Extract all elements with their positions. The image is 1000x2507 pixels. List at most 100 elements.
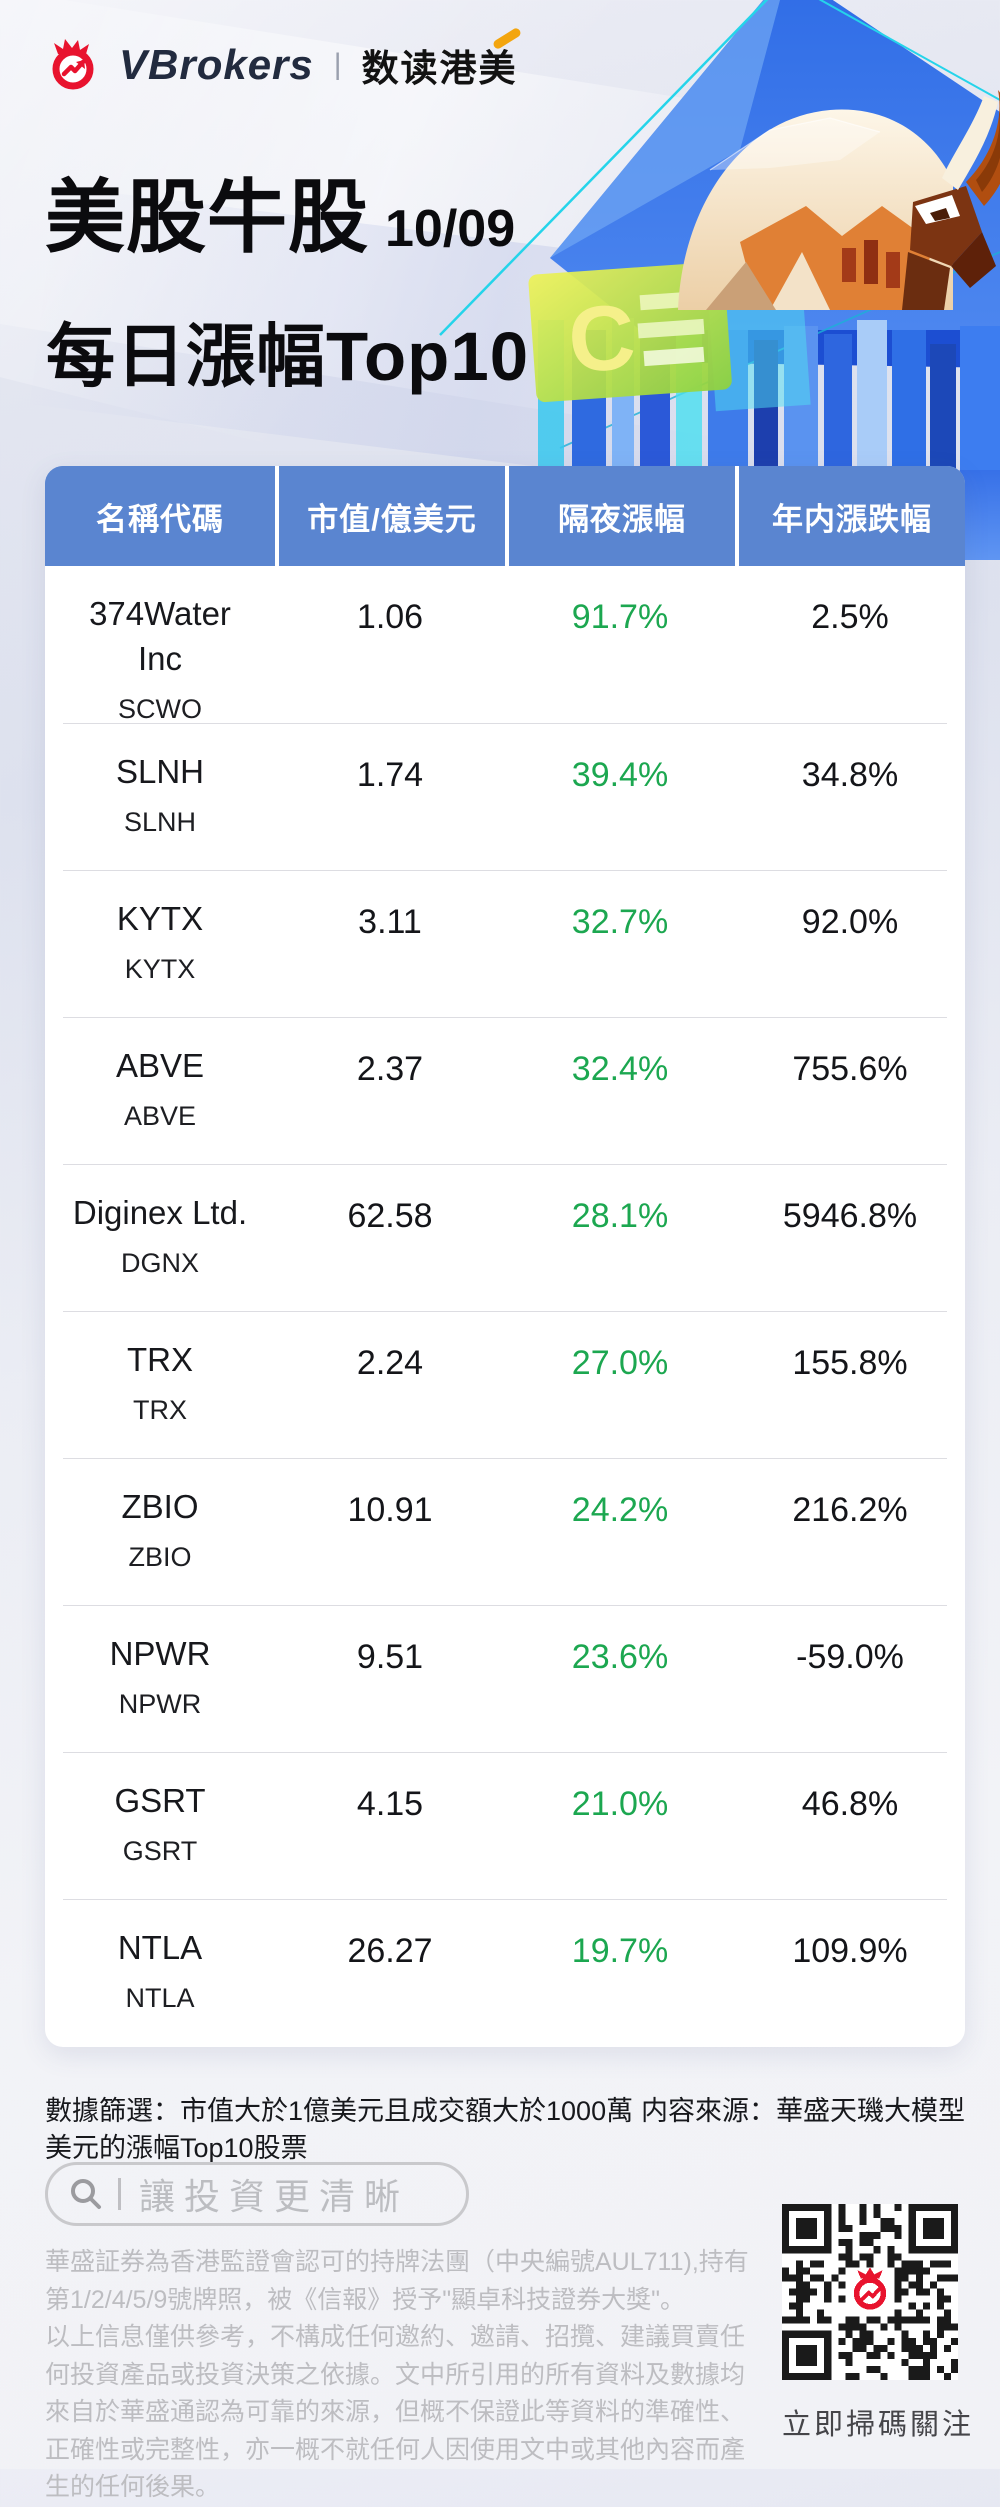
stock-cell: NTLA NTLA <box>45 1900 275 2013</box>
stock-cell: GSRT GSRT <box>45 1753 275 1866</box>
table-row: ABVE ABVE 2.37 32.4% 755.6% <box>45 1018 965 1165</box>
market-cap-value: 1.74 <box>356 756 424 794</box>
ytd-change-value: 92.0% <box>801 903 899 941</box>
exchange-sign: C <box>528 239 811 412</box>
column-header-marketcap: 市值/億美元 <box>275 466 505 566</box>
overnight-gain-value: 21.0% <box>571 1785 669 1823</box>
market-cap-value: 4.15 <box>356 1785 424 1823</box>
stock-cell: ZBIO ZBIO <box>45 1459 275 1572</box>
title-date: 10/09 <box>385 200 516 258</box>
ytd-change-value: 755.6% <box>792 1050 908 1088</box>
stock-cell: 374Water Inc SCWO <box>45 566 275 724</box>
market-cap-value: 9.51 <box>356 1638 424 1676</box>
page-title: 美股牛股 <box>45 173 369 262</box>
stock-ticker: SLNH <box>123 807 197 837</box>
stock-name: 374Water Inc <box>89 595 231 677</box>
overnight-gain-value: 91.7% <box>571 598 669 636</box>
table-row: TRX TRX 2.24 27.0% 155.8% <box>45 1312 965 1459</box>
stock-name: GSRT <box>114 1782 206 1819</box>
brand-divider: | <box>333 48 342 81</box>
table-row: Diginex Ltd. DGNX 62.58 28.1% 5946.8% <box>45 1165 965 1312</box>
market-cap-value: 2.37 <box>356 1050 424 1088</box>
table-header: 名稱代碼 市值/億美元 隔夜漲幅 年内漲跌幅 <box>45 466 965 566</box>
column-header-name: 名稱代碼 <box>45 466 275 566</box>
ytd-change-value: 155.8% <box>792 1344 908 1382</box>
brand-subtitle: 数读港美 <box>362 26 522 92</box>
market-cap-value: 10.91 <box>347 1491 433 1529</box>
brand-row: VBrokers | 数读港美 <box>45 26 522 92</box>
market-cap-value: 62.58 <box>347 1197 433 1235</box>
table-row: NTLA NTLA 26.27 19.7% 109.9% <box>45 1900 965 2047</box>
stock-cell: Diginex Ltd. DGNX <box>45 1165 275 1278</box>
stock-name: KYTX <box>116 900 204 937</box>
qr-section: 立即掃碼關注 <box>782 2204 975 2443</box>
stock-cell: SLNH SLNH <box>45 724 275 837</box>
stock-ticker: ABVE <box>123 1101 197 1131</box>
stock-ticker: DGNX <box>120 1248 199 1278</box>
search-icon <box>71 2179 101 2209</box>
stock-name: ZBIO <box>121 1488 199 1525</box>
market-cap-value: 2.24 <box>356 1344 424 1382</box>
top10-table: 名稱代碼 市值/億美元 隔夜漲幅 年内漲跌幅 374Water Inc SCWO… <box>45 466 965 2047</box>
disclaimer-line-1: 華盛証券為香港監證會認可的持牌法團（中央編號AUL711),持有第1/2/4/5… <box>45 2248 749 2314</box>
stock-name: SLNH <box>115 753 205 790</box>
overnight-gain-value: 19.7% <box>571 1932 669 1970</box>
page-subtitle: 每日漲幅Top10 <box>46 318 530 395</box>
data-filter-note: 數據篩選：市值大於1億美元且成交額大於1000萬美元的漲幅Top10股票 <box>45 2096 634 2163</box>
disclaimer-line-2: 以上信息僅供參考，不構成任何邀約、邀請、招攬、建議買賣任何投資產品或投資決策之依… <box>45 2323 746 2501</box>
stock-ticker: NTLA <box>125 1983 195 2013</box>
stock-name: ABVE <box>115 1047 205 1084</box>
overnight-gain-value: 24.2% <box>571 1491 669 1529</box>
stock-ticker: TRX <box>133 1395 187 1425</box>
market-cap-value: 26.27 <box>347 1932 433 1970</box>
stock-cell: KYTX KYTX <box>45 871 275 984</box>
overnight-gain-value: 27.0% <box>571 1344 669 1382</box>
table-row: KYTX KYTX 3.11 32.7% 92.0% <box>45 871 965 1018</box>
footer-notes: 數據篩選：市值大於1億美元且成交額大於1000萬美元的漲幅Top10股票 内容來… <box>45 2093 965 2167</box>
sign-letter: C <box>565 286 638 392</box>
ytd-change-value: 109.9% <box>792 1932 908 1970</box>
title-line: 美股牛股 10/09 <box>45 178 515 258</box>
table-row: GSRT GSRT 4.15 21.0% 46.8% <box>45 1753 965 1900</box>
stock-ticker: ZBIO <box>128 1542 192 1572</box>
overnight-gain-value: 39.4% <box>571 756 669 794</box>
table-row: NPWR NPWR 9.51 23.6% -59.0% <box>45 1606 965 1753</box>
content-source-note: 内容來源：華盛天璣大模型 <box>641 2096 965 2126</box>
search-divider <box>118 2178 121 2210</box>
ytd-change-value: 5946.8% <box>782 1197 918 1235</box>
stock-name: TRX <box>127 1341 193 1378</box>
brand-accent-stroke <box>491 26 522 51</box>
bull <box>678 90 1000 311</box>
stock-ticker: NPWR <box>118 1689 202 1719</box>
stock-name: NTLA <box>117 1929 203 1966</box>
ytd-change-value: 216.2% <box>792 1491 908 1529</box>
overnight-gain-value: 32.7% <box>571 903 669 941</box>
table-row: 374Water Inc SCWO 1.06 91.7% 2.5% <box>45 566 965 724</box>
stock-ticker: SCWO <box>118 694 202 724</box>
stock-ticker: GSRT <box>122 1836 198 1866</box>
table-body: 374Water Inc SCWO 1.06 91.7% 2.5% SLNH S… <box>45 566 965 2047</box>
stock-ticker: KYTX <box>124 954 196 984</box>
stock-name: Diginex Ltd. <box>72 1194 248 1231</box>
search-input[interactable]: 讓投資更清晰 <box>45 2162 469 2226</box>
vbrokers-flame-icon <box>52 39 94 90</box>
overnight-gain-value: 23.6% <box>571 1638 669 1676</box>
stock-cell: TRX TRX <box>45 1312 275 1425</box>
stock-cell: NPWR NPWR <box>45 1606 275 1719</box>
stock-cell: ABVE ABVE <box>45 1018 275 1131</box>
search-placeholder: 讓投資更清晰 <box>139 2176 410 2217</box>
qr-caption: 立即掃碼關注 <box>782 2409 975 2441</box>
market-cap-value: 3.11 <box>358 903 422 941</box>
disclaimer: 華盛証券為香港監證會認可的持牌法團（中央編號AUL711),持有第1/2/4/5… <box>45 2244 763 2507</box>
overnight-gain-value: 32.4% <box>571 1050 669 1088</box>
table-row: ZBIO ZBIO 10.91 24.2% 216.2% <box>45 1459 965 1606</box>
overnight-gain-value: 28.1% <box>571 1197 669 1235</box>
ytd-change-value: 46.8% <box>801 1785 899 1823</box>
ytd-change-value: -59.0% <box>796 1638 904 1676</box>
ytd-change-value: 34.8% <box>801 756 899 794</box>
market-cap-value: 1.06 <box>356 598 424 636</box>
stock-name: NPWR <box>109 1635 211 1672</box>
table-row: SLNH SLNH 1.74 39.4% 34.8% <box>45 724 965 871</box>
column-header-overnight: 隔夜漲幅 <box>505 466 735 566</box>
brand-name: VBrokers <box>119 41 314 88</box>
